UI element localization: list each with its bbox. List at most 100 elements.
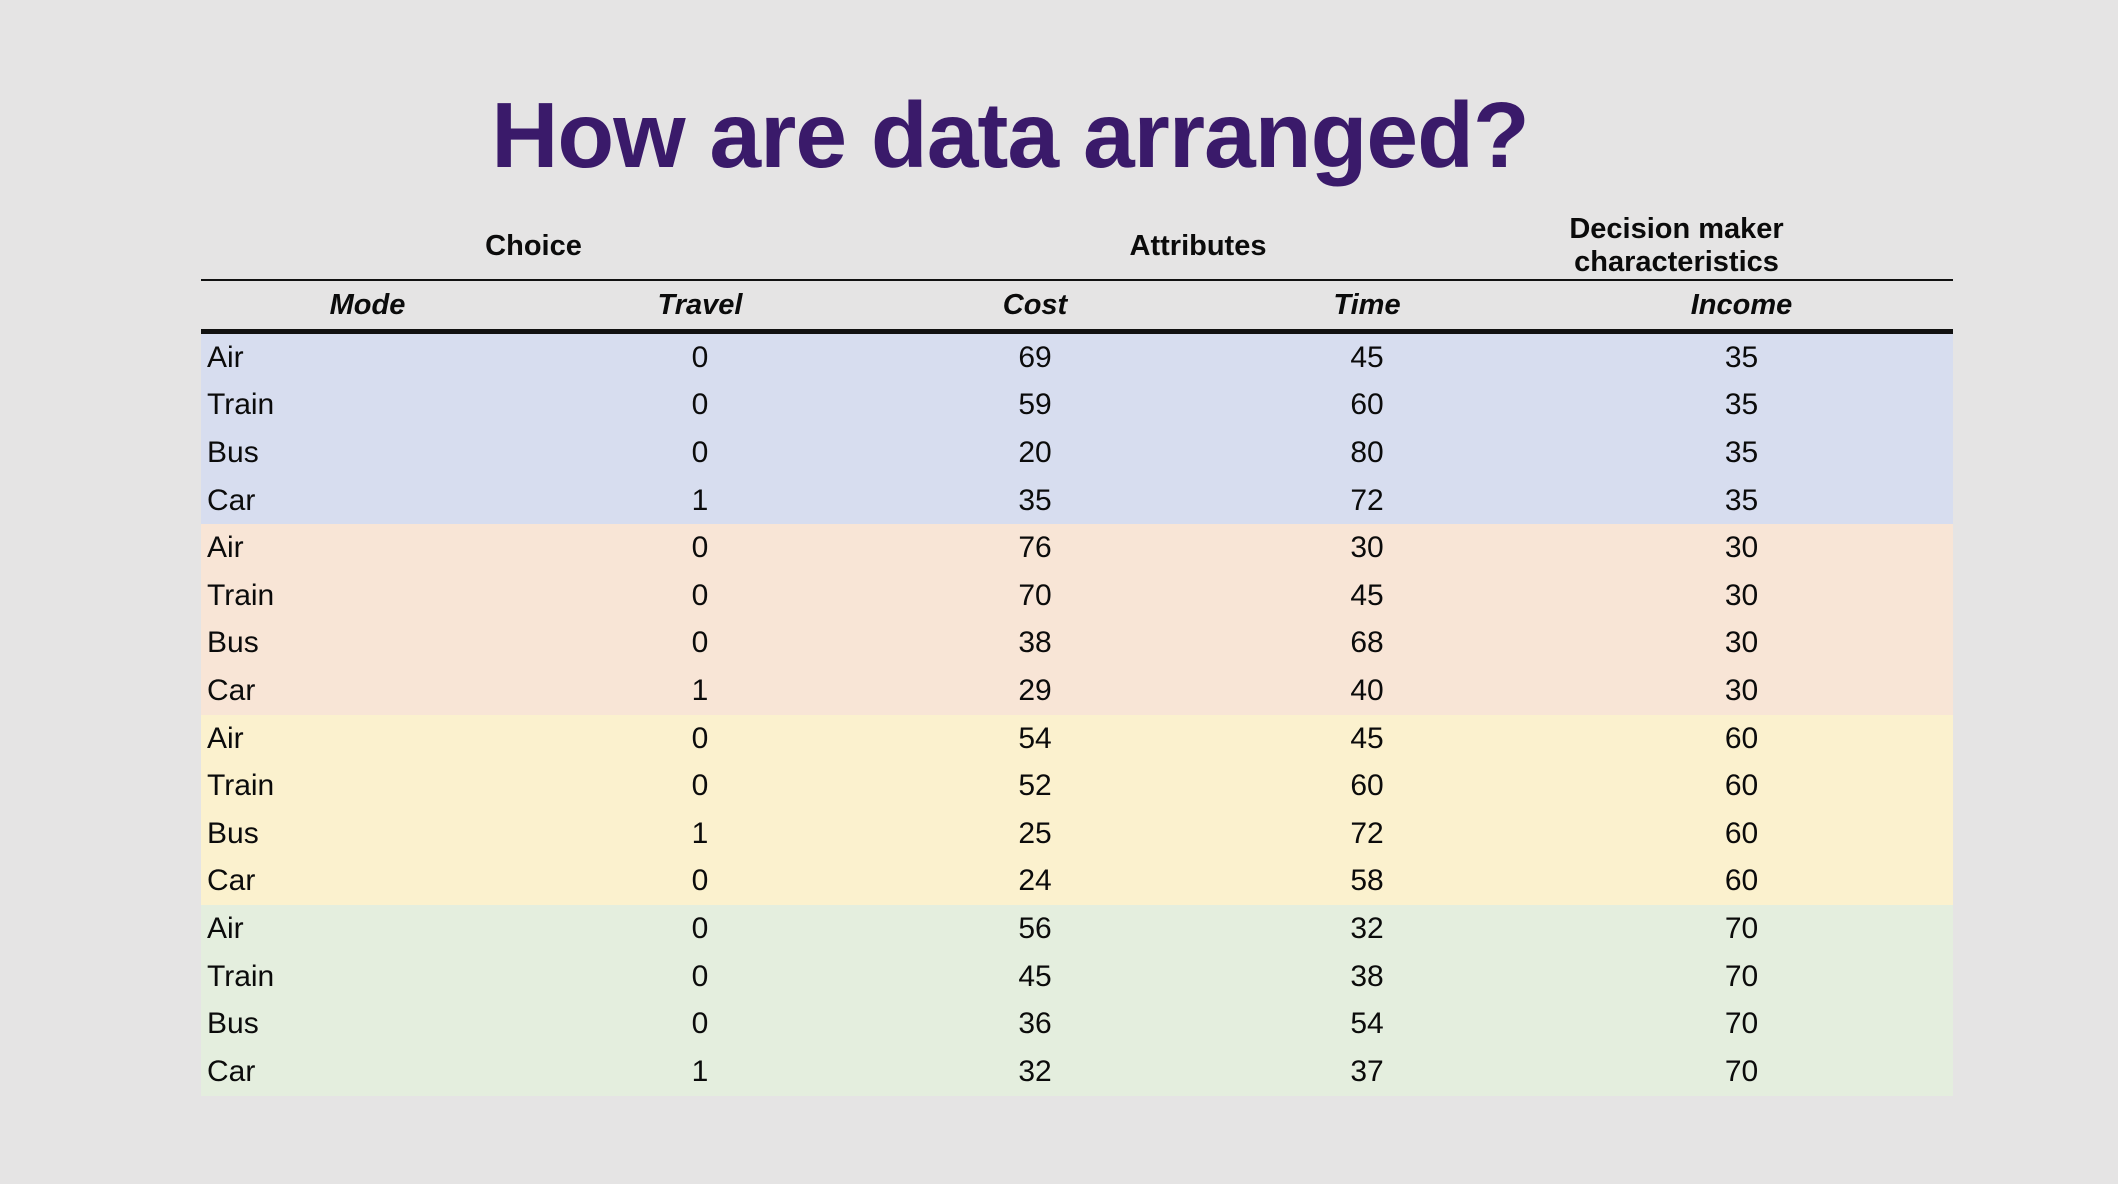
cell-income: 30	[1724, 673, 1759, 707]
group-header-row: Choice Attributes Decision maker charact…	[201, 213, 1954, 281]
cell-travel: 0	[691, 911, 709, 945]
cell-travel: 1	[691, 1054, 709, 1088]
cell-time: 72	[1350, 483, 1384, 517]
table-row: Bus 0 38 68 30	[201, 619, 1954, 668]
table-row: Car 1 32 37 70	[201, 1047, 1954, 1096]
table-row: Air 0 56 32 70	[201, 905, 1954, 953]
table-header: Choice Attributes Decision maker charact…	[201, 213, 1954, 334]
table-row: Air 0 76 30 30	[201, 524, 1954, 572]
table-row: Train 0 52 60 60	[201, 762, 1954, 810]
cell-income: 60	[1724, 721, 1759, 755]
col-header-mode: Mode	[201, 280, 534, 334]
cell-income: 35	[1724, 435, 1759, 469]
table-row: Air 0 54 45 60	[201, 714, 1954, 763]
cell-income: 60	[1724, 769, 1759, 803]
cell-cost: 29	[1018, 673, 1052, 707]
cell-cost: 32	[1018, 1054, 1052, 1088]
col-header-income: Income	[1530, 280, 1954, 334]
cell-cost: 69	[1018, 340, 1052, 374]
cell-travel: 0	[691, 959, 709, 993]
cell-time: 45	[1350, 721, 1384, 755]
cell-time: 30	[1350, 531, 1384, 565]
cell-income: 70	[1724, 1007, 1759, 1041]
cell-mode: Air	[207, 340, 244, 374]
cell-cost: 24	[1018, 864, 1052, 898]
page-title: How are data arranged?	[491, 83, 1529, 188]
cell-income: 30	[1724, 578, 1759, 612]
cell-travel: 0	[691, 1007, 709, 1041]
cell-mode: Car	[207, 483, 256, 517]
cell-time: 45	[1350, 578, 1384, 612]
cell-travel: 1	[691, 673, 709, 707]
cell-income: 60	[1724, 816, 1759, 850]
table-row: Air 0 69 45 35	[201, 331, 1954, 382]
cell-income: 70	[1724, 959, 1759, 993]
cell-income: 70	[1724, 1054, 1759, 1088]
cell-travel: 1	[691, 483, 709, 517]
cell-cost: 56	[1018, 911, 1052, 945]
cell-travel: 0	[691, 531, 709, 565]
cell-income: 35	[1724, 388, 1759, 422]
cell-cost: 38	[1018, 626, 1052, 660]
table-row: Car 0 24 58 60	[201, 857, 1954, 906]
group-header-attributes: Attributes	[866, 213, 1531, 281]
cell-time: 60	[1350, 388, 1384, 422]
cell-cost: 25	[1018, 816, 1052, 850]
group-header-choice: Choice	[201, 213, 866, 281]
cell-mode: Car	[207, 673, 256, 707]
cell-cost: 52	[1018, 769, 1052, 803]
cell-income: 35	[1724, 340, 1759, 374]
table-row: Car 1 35 72 35	[201, 476, 1954, 525]
cell-travel: 0	[691, 626, 709, 660]
cell-time: 32	[1350, 911, 1384, 945]
cell-time: 58	[1350, 864, 1384, 898]
cell-cost: 45	[1018, 959, 1052, 993]
cell-travel: 0	[691, 435, 709, 469]
cell-income: 30	[1724, 626, 1759, 660]
cell-cost: 76	[1018, 531, 1052, 565]
cell-travel: 0	[691, 721, 709, 755]
cell-mode: Bus	[207, 816, 259, 850]
cell-time: 37	[1350, 1054, 1384, 1088]
table-row: Train 0 70 45 30	[201, 571, 1954, 620]
cell-travel: 0	[691, 340, 709, 374]
cell-cost: 59	[1018, 388, 1052, 422]
cell-travel: 1	[691, 816, 709, 850]
cell-cost: 54	[1018, 721, 1052, 755]
table-row: Train 0 45 38 70	[201, 952, 1954, 1001]
cell-cost: 35	[1018, 483, 1052, 517]
cell-travel: 0	[691, 388, 709, 422]
cell-travel: 0	[691, 578, 709, 612]
cell-income: 30	[1724, 531, 1759, 565]
table-row: Bus 0 36 54 70	[201, 1000, 1954, 1048]
cell-mode: Air	[207, 721, 244, 755]
cell-income: 35	[1724, 483, 1759, 517]
cell-travel: 0	[691, 769, 709, 803]
cell-income: 60	[1724, 864, 1759, 898]
cell-mode: Car	[207, 864, 256, 898]
cell-mode: Car	[207, 1054, 256, 1088]
cell-cost: 70	[1018, 578, 1052, 612]
column-header-row: Mode Travel Cost Time Income	[201, 280, 1954, 334]
cell-cost: 20	[1018, 435, 1052, 469]
table-body: Air 0 69 45 35 Train 0 59 60 35 Bus 0 20 80 35 Car 1 35 72…	[201, 331, 1954, 1096]
cell-mode: Bus	[207, 1007, 259, 1041]
cell-mode: Train	[207, 578, 275, 612]
cell-time: 72	[1350, 816, 1384, 850]
table-row: Bus 0 20 80 35	[201, 429, 1954, 477]
cell-time: 80	[1350, 435, 1384, 469]
table-row: Car 1 29 40 30	[201, 667, 1954, 715]
group-header-decision-maker-characteristics: Decision maker characteristics	[1530, 213, 1954, 281]
cell-mode: Air	[207, 911, 244, 945]
cell-mode: Train	[207, 388, 275, 422]
cell-time: 54	[1350, 1007, 1384, 1041]
cell-time: 60	[1350, 769, 1384, 803]
cell-time: 68	[1350, 626, 1384, 660]
cell-mode: Bus	[207, 626, 259, 660]
cell-mode: Bus	[207, 435, 259, 469]
cell-time: 38	[1350, 959, 1384, 993]
cell-income: 70	[1724, 911, 1759, 945]
cell-travel: 0	[691, 864, 709, 898]
table-row: Train 0 59 60 35	[201, 381, 1954, 430]
cell-cost: 36	[1018, 1007, 1052, 1041]
